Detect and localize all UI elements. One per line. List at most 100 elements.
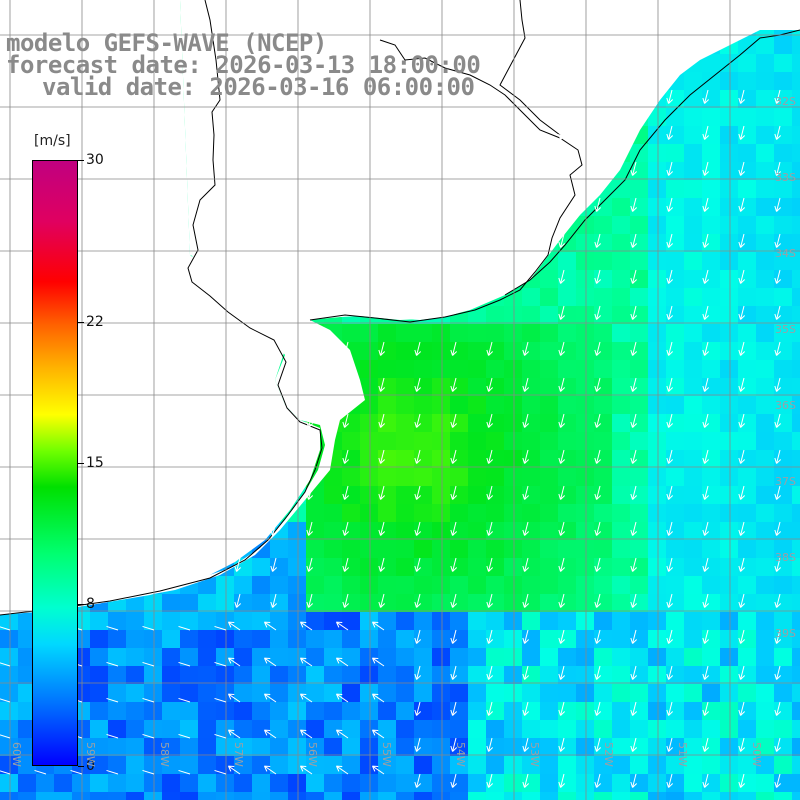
wind-cell	[792, 108, 800, 126]
model-title: modelo GEFS-WAVE (NCEP)	[6, 29, 327, 57]
wind-cell	[180, 738, 198, 756]
wind-arrow	[227, 657, 241, 667]
wind-arrow	[486, 449, 494, 464]
wind-cell	[576, 414, 594, 432]
wind-cell	[738, 414, 756, 432]
wind-cell	[324, 774, 342, 792]
wind-cell	[702, 468, 720, 486]
wind-cell	[324, 486, 342, 504]
wind-arrow	[738, 125, 746, 140]
wind-cell	[630, 738, 648, 756]
wind-cell	[720, 774, 738, 792]
wind-cell	[684, 720, 702, 738]
wind-cell	[396, 612, 414, 630]
wind-cell	[612, 234, 630, 252]
wind-arrow	[630, 197, 638, 212]
colorbar	[32, 160, 78, 766]
wind-cell	[306, 756, 324, 774]
wind-cell	[684, 198, 702, 216]
wind-cell	[648, 612, 666, 630]
wind-cell	[450, 378, 468, 396]
wind-arrow	[630, 773, 638, 788]
wind-arrow	[522, 521, 530, 536]
wind-cell	[234, 702, 252, 720]
wind-cell	[360, 324, 378, 342]
wind-arrow	[630, 593, 638, 608]
wind-arrow	[378, 449, 386, 464]
wind-cell	[378, 612, 396, 630]
wind-cell	[486, 558, 504, 576]
wind-cell	[702, 108, 720, 126]
wind-cell	[162, 720, 180, 738]
wind-arrow	[0, 662, 11, 667]
wind-cell	[738, 108, 756, 126]
wind-cell	[774, 288, 792, 306]
wind-cell	[306, 666, 324, 684]
wind-arrow	[774, 125, 782, 140]
wind-cell	[324, 702, 342, 720]
wind-cell	[396, 630, 414, 648]
wind-cell	[522, 396, 540, 414]
wind-cell	[594, 288, 612, 306]
wind-cell	[630, 450, 648, 468]
wind-cell	[792, 342, 800, 360]
wind-arrow	[486, 629, 494, 644]
wind-cell	[684, 792, 702, 800]
wind-cell	[738, 594, 756, 612]
wind-arrow	[594, 305, 602, 320]
wind-cell	[684, 648, 702, 666]
wind-cell	[702, 648, 720, 666]
wind-cell	[486, 756, 504, 774]
wind-cell	[738, 162, 756, 180]
wind-arrow	[0, 770, 11, 775]
wind-cell	[324, 738, 342, 756]
wind-cell	[90, 612, 108, 630]
wind-cell	[360, 738, 378, 756]
wind-cell	[702, 774, 720, 792]
wind-arrow	[522, 377, 530, 392]
wind-arrow	[450, 629, 458, 644]
wind-cell	[774, 720, 792, 738]
wind-arrow	[558, 377, 566, 392]
wind-arrow	[342, 557, 350, 572]
wind-cell	[720, 486, 738, 504]
wind-cell	[252, 630, 270, 648]
wind-cell	[414, 666, 432, 684]
wind-cell	[594, 684, 612, 702]
wind-arrow	[630, 737, 638, 752]
wind-cell	[594, 702, 612, 720]
land-west	[0, 0, 320, 615]
wind-cell	[504, 486, 522, 504]
wind-cell	[738, 450, 756, 468]
wind-cell	[594, 252, 612, 270]
wind-arrow	[335, 657, 349, 667]
wind-arrow	[522, 449, 530, 464]
wind-cell	[738, 360, 756, 378]
wind-cell	[720, 756, 738, 774]
wind-arrow	[666, 449, 674, 464]
wind-cell	[630, 360, 648, 378]
wind-arrow	[702, 341, 710, 356]
wind-arrow	[342, 413, 350, 428]
wind-cell	[738, 216, 756, 234]
wind-cell	[18, 648, 36, 666]
wind-cell	[432, 342, 450, 360]
wind-cell	[162, 684, 180, 702]
wind-arrow	[774, 161, 782, 176]
wind-cell	[450, 630, 468, 648]
wind-cell	[648, 198, 666, 216]
wind-cell	[450, 756, 468, 774]
wind-cell	[342, 414, 360, 432]
wind-cell	[504, 684, 522, 702]
wind-arrow	[630, 377, 638, 392]
wind-cell	[648, 396, 666, 414]
wind-arrow	[558, 89, 566, 104]
wind-cell	[468, 738, 486, 756]
wind-cell	[594, 630, 612, 648]
wind-cell	[612, 540, 630, 558]
wind-cell	[774, 468, 792, 486]
wind-cell	[612, 360, 630, 378]
wind-cell	[396, 342, 414, 360]
wind-cell	[720, 504, 738, 522]
